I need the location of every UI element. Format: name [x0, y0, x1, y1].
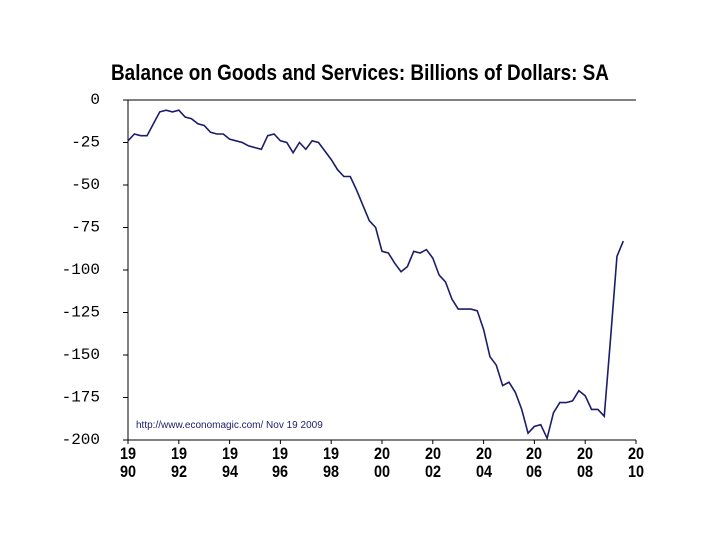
x-tick-label: 2004	[475, 444, 492, 481]
y-tick-label: -75	[71, 219, 100, 237]
x-tick-label: 2000	[373, 444, 391, 481]
y-tick-label: 0	[90, 91, 100, 109]
x-tick-label: 2006	[526, 444, 543, 481]
y-tick-label: -175	[62, 389, 100, 407]
x-tick-label: 2008	[577, 444, 594, 481]
y-tick-label: -125	[62, 304, 100, 322]
x-tick-label: 1996	[272, 444, 289, 481]
x-tick-label: 1990	[119, 444, 137, 481]
y-tick-label: -50	[71, 176, 100, 194]
y-tick-label: -100	[62, 261, 100, 279]
annotation: http://www.economagic.com/ Nov 19 2009	[136, 420, 323, 431]
x-tick-label: 1994	[221, 444, 238, 481]
x-tick-label: 1998	[323, 444, 340, 481]
x-tick-label: 1992	[170, 444, 187, 481]
y-tick-label: -25	[71, 134, 100, 152]
x-tick-label: 2002	[424, 444, 441, 481]
chart-title: Balance on Goods and Services: Billions …	[111, 61, 609, 86]
y-tick-label: -150	[62, 346, 100, 364]
line	[127, 109, 625, 441]
y-tick-label: -200	[62, 431, 100, 449]
x-tick-label: 2010	[627, 444, 645, 481]
